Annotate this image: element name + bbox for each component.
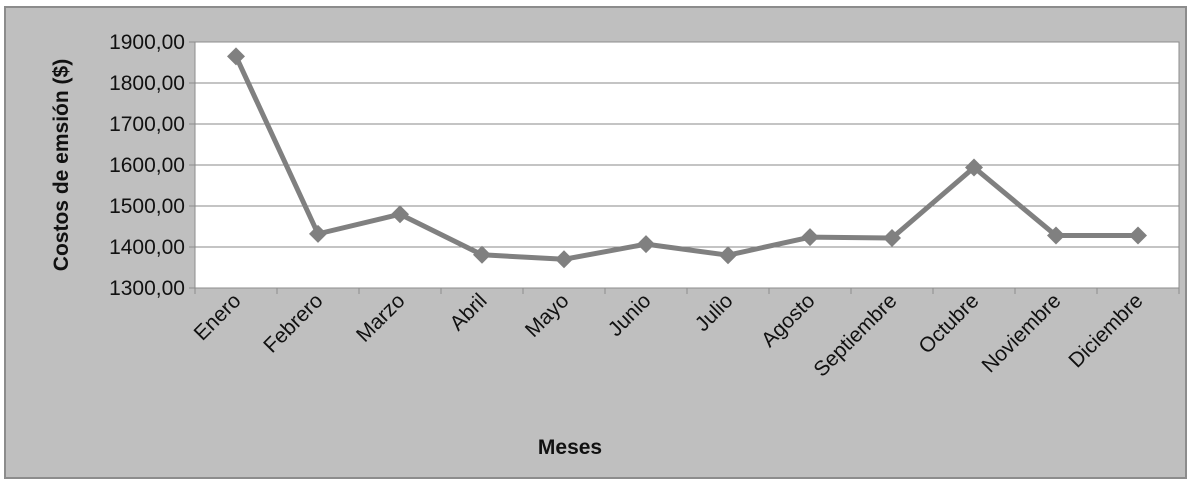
x-axis: Enero Febrero Marzo Abril Mayo Junio Julio Agos… — [190, 288, 1180, 381]
x-axis-title: Meses — [538, 436, 602, 459]
x-tick-label: Enero — [190, 289, 246, 345]
series-group — [227, 47, 1147, 269]
y-axis: 1300,00 1400,00 1500,00 1600,00 1700,00 1800,… — [109, 31, 195, 300]
data-point — [637, 235, 655, 254]
x-tick-label: Noviembre — [977, 289, 1065, 377]
y-tick-label: 1600,00 — [109, 154, 185, 177]
y-axis-title: Costos de emsión ($) — [50, 59, 73, 271]
x-tick-label: Febrero — [259, 289, 327, 357]
data-point — [309, 224, 327, 243]
y-tick-label: 1700,00 — [109, 113, 185, 136]
data-point — [965, 158, 983, 177]
y-tick-label: 1500,00 — [109, 195, 185, 218]
data-point — [883, 228, 901, 247]
x-tick-label: Octubre — [914, 289, 983, 358]
y-tick-label: 1900,00 — [109, 31, 185, 54]
data-point — [391, 205, 409, 224]
series-line — [233, 55, 1138, 262]
x-tick-label: Abril — [446, 289, 492, 335]
data-point — [473, 245, 491, 264]
y-tick-label: 1400,00 — [109, 236, 185, 259]
x-tick-label: Septiembre — [809, 289, 901, 381]
data-point — [1047, 226, 1065, 245]
x-tick-label: Diciembre — [1064, 289, 1147, 372]
gridlines — [195, 82, 1179, 248]
x-tick-label: Julio — [691, 289, 738, 336]
y-tick-label: 1800,00 — [109, 72, 185, 95]
x-tick-label: Junio — [604, 289, 656, 341]
data-point — [1129, 226, 1147, 245]
data-point — [801, 228, 819, 247]
x-tick-label: Marzo — [352, 289, 410, 347]
data-point — [555, 250, 573, 269]
data-point — [227, 47, 245, 66]
x-tick-label: Agosto — [757, 289, 820, 352]
y-tick-label: 1300,00 — [109, 277, 185, 300]
x-tick-label: Mayo — [521, 289, 574, 342]
data-point — [719, 246, 737, 265]
